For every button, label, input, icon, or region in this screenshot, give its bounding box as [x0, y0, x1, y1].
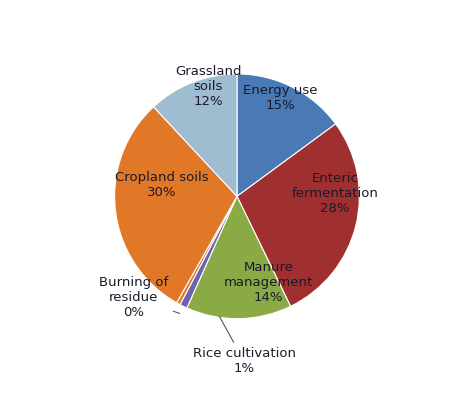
Text: Manure
management
14%: Manure management 14%: [224, 261, 313, 304]
Text: Enteric
fermentation
28%: Enteric fermentation 28%: [292, 172, 378, 215]
Text: Rice cultivation
1%: Rice cultivation 1%: [193, 317, 296, 375]
Text: Cropland soils
30%: Cropland soils 30%: [115, 171, 209, 199]
Text: Energy use
15%: Energy use 15%: [243, 84, 318, 112]
Text: Burning of
residue
0%: Burning of residue 0%: [99, 276, 180, 319]
Text: Grassland
soils
12%: Grassland soils 12%: [175, 65, 241, 108]
Wedge shape: [115, 107, 237, 303]
Wedge shape: [187, 196, 291, 319]
Wedge shape: [180, 196, 237, 308]
Wedge shape: [237, 124, 359, 306]
Wedge shape: [154, 74, 237, 196]
Wedge shape: [177, 196, 237, 305]
Wedge shape: [237, 74, 336, 196]
